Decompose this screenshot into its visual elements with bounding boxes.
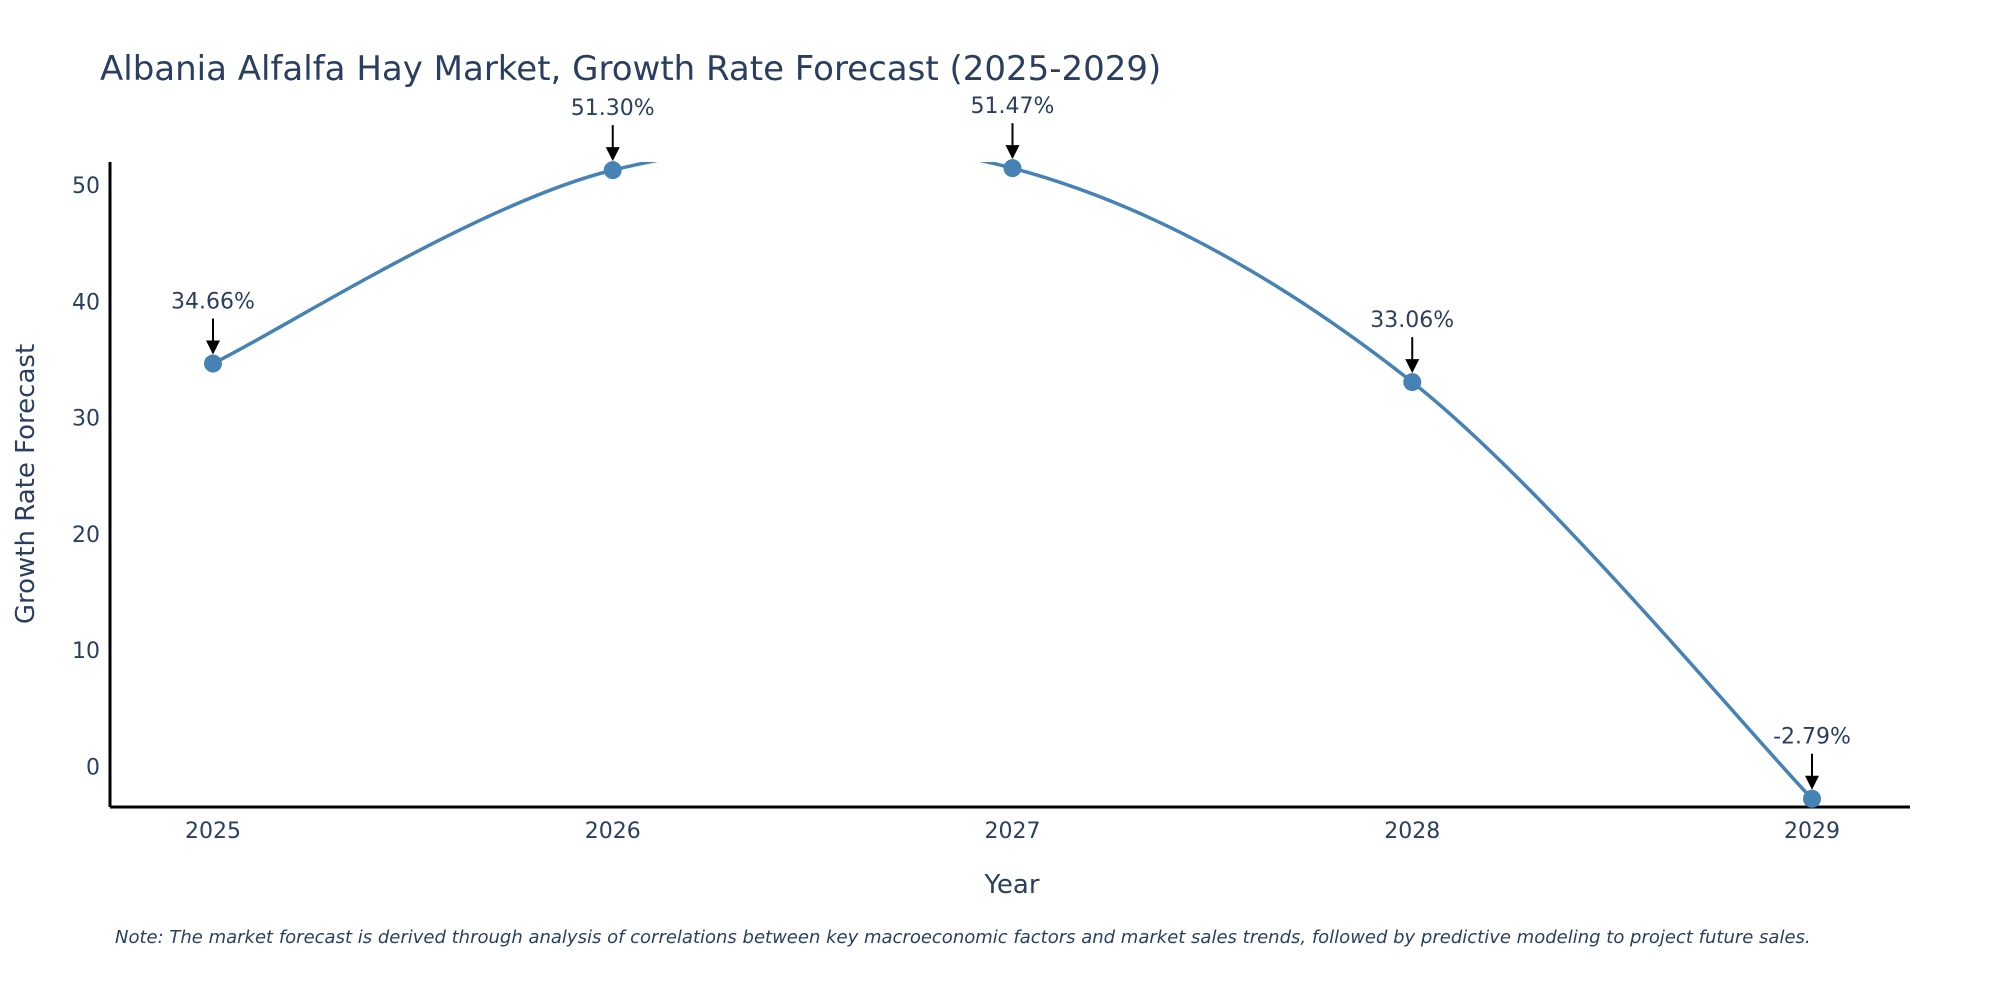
series-line-growth-rate <box>212 162 1814 800</box>
x-axis-title: Year <box>983 870 1039 900</box>
y-axis-ticks: 0 10 20 30 40 50 <box>72 174 100 780</box>
x-tick-label: 2025 <box>185 819 241 844</box>
data-label-2029: -2.79% <box>1773 725 1851 750</box>
y-tick-label: 30 <box>72 407 100 432</box>
data-point-2027 <box>1003 159 1022 178</box>
x-tick-label: 2028 <box>1384 819 1440 844</box>
annotation-arrow-head <box>206 340 220 355</box>
chart-title: Albania Alfalfa Hay Market, Growth Rate … <box>100 49 1161 89</box>
y-tick-label: 40 <box>72 290 100 315</box>
x-tick-label: 2027 <box>985 819 1041 844</box>
footnote: Note: The market forecast is derived thr… <box>115 927 1811 948</box>
data-point-2026 <box>603 161 622 180</box>
data-label-2025: 34.66% <box>171 290 255 315</box>
y-tick-label: 10 <box>72 639 100 664</box>
y-axis-title: Growth Rate Forecast <box>11 344 41 624</box>
annotation-arrow-head <box>605 147 620 162</box>
x-tick-label: 2026 <box>585 819 641 844</box>
annotation-arrow-head <box>1805 775 1819 790</box>
x-axis-ticks: 2025 2026 2027 2028 2029 <box>185 819 1840 844</box>
data-label-2027: 51.47% <box>971 94 1055 119</box>
y-tick-label: 50 <box>72 174 100 199</box>
data-point-2028 <box>1403 373 1422 392</box>
data-point-2029 <box>1803 789 1821 808</box>
annotation-arrow-head <box>1405 359 1420 374</box>
plot-area: 0 10 20 30 40 50 2025 2026 2027 2028 2029 34.66% 5… <box>72 94 1910 844</box>
data-label-2028: 33.06% <box>1370 308 1454 333</box>
x-tick-label: 2029 <box>1784 819 1840 844</box>
data-annotations: 34.66% 51.30% 51.47% 33.06% -2.79% <box>171 94 1851 790</box>
y-tick-label: 0 <box>86 755 100 780</box>
data-point-2025 <box>204 354 222 373</box>
annotation-arrow-head <box>1005 145 1020 160</box>
data-markers <box>204 159 1821 808</box>
data-label-2026: 51.30% <box>571 96 655 121</box>
y-tick-label: 20 <box>72 523 100 548</box>
